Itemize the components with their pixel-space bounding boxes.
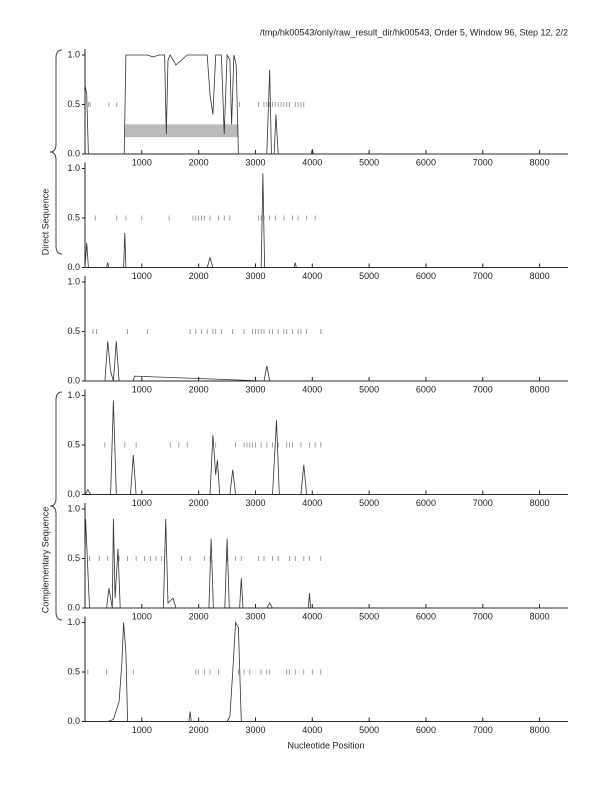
y-tick-label: 0.5 (67, 212, 80, 222)
x-tick-label: 3000 (245, 498, 265, 508)
x-tick-label: 7000 (473, 725, 493, 735)
y-tick-label: 1.0 (67, 503, 80, 513)
line (84, 400, 568, 495)
x-tick-label: 3000 (245, 725, 265, 735)
x-tick-label: 7000 (473, 384, 493, 394)
bracket (49, 391, 63, 621)
x-tick-label: 1000 (132, 498, 152, 508)
x-tick-label: 5000 (359, 498, 379, 508)
x-tick-label: 1000 (132, 611, 152, 621)
header: /tmp/hk00543/only/raw_result_dir/hk00543… (260, 27, 568, 37)
x-tick-label: 4000 (302, 384, 322, 394)
x-tick-label: 8000 (530, 611, 550, 621)
x-tick-label: 8000 (530, 498, 550, 508)
x-tick-label: 1000 (132, 157, 152, 167)
y-tick-label: 0.5 (67, 99, 80, 109)
y-tick-label: 1.0 (67, 276, 80, 286)
x-tick-label: 2000 (189, 498, 209, 508)
highlight (124, 124, 239, 138)
y-tick-label: 0.5 (67, 553, 80, 563)
x-tick-label: 6000 (416, 157, 436, 167)
y-tick-label: 0.0 (67, 375, 80, 385)
x-tick-label: 7000 (473, 611, 493, 621)
y-tick-label: 0.5 (67, 439, 80, 449)
x-tick-label: 3000 (245, 157, 265, 167)
line (85, 621, 568, 722)
x-tick-label: 8000 (530, 384, 550, 394)
x-tick-label: 3000 (245, 271, 265, 281)
line (84, 518, 568, 609)
x-tick-label: 4000 (302, 611, 322, 621)
y-tick-label: 0.0 (67, 489, 80, 499)
line (84, 53, 568, 155)
x-tick-label: 6000 (416, 725, 436, 735)
y-tick-label: 1.0 (67, 390, 80, 400)
line (84, 173, 568, 268)
x-tick-label: 3000 (245, 611, 265, 621)
y-tick-label: 1.0 (67, 163, 80, 173)
x-tick-label: 1000 (132, 271, 152, 281)
bracket (49, 49, 63, 255)
x-tick-label: 7000 (473, 157, 493, 167)
x-tick-label: 3000 (245, 384, 265, 394)
y-axis-label: Direct Sequence (40, 189, 50, 256)
x-tick-label: 2000 (189, 384, 209, 394)
y-tick-label: 0.5 (67, 666, 80, 676)
y-tick-label: 0.5 (67, 326, 80, 336)
y-tick-label: 0.0 (67, 716, 80, 726)
x-tick-label: 1000 (132, 725, 152, 735)
x-tick-label: 4000 (302, 725, 322, 735)
y-tick-label: 1.0 (67, 617, 80, 627)
x-tick-label: 5000 (359, 611, 379, 621)
x-tick-label: 1000 (132, 384, 152, 394)
x-tick-label: 7000 (473, 498, 493, 508)
x-tick-label: 5000 (359, 157, 379, 167)
y-axis-label: Complementary Sequence (40, 507, 50, 614)
x-tick-label: 2000 (189, 271, 209, 281)
x-tick-label: 2000 (189, 157, 209, 167)
x-tick-label: 7000 (473, 271, 493, 281)
x-tick-label: 6000 (416, 611, 436, 621)
x-axis-label: Nucleotide Position (287, 740, 364, 750)
x-tick-label: 5000 (359, 271, 379, 281)
x-tick-label: 4000 (302, 157, 322, 167)
x-tick-label: 4000 (302, 271, 322, 281)
x-tick-label: 6000 (416, 271, 436, 281)
x-tick-label: 2000 (189, 611, 209, 621)
y-tick-label: 0.0 (67, 602, 80, 612)
x-tick-label: 6000 (416, 498, 436, 508)
x-tick-label: 8000 (530, 157, 550, 167)
y-tick-label: 0.0 (67, 148, 80, 158)
x-tick-label: 5000 (359, 725, 379, 735)
x-tick-label: 6000 (416, 384, 436, 394)
x-tick-label: 8000 (530, 725, 550, 735)
line (85, 341, 568, 382)
x-tick-label: 4000 (302, 498, 322, 508)
y-tick-label: 1.0 (67, 49, 80, 59)
x-tick-label: 8000 (530, 271, 550, 281)
x-tick-label: 5000 (359, 384, 379, 394)
x-tick-label: 2000 (189, 725, 209, 735)
y-tick-label: 0.0 (67, 262, 80, 272)
